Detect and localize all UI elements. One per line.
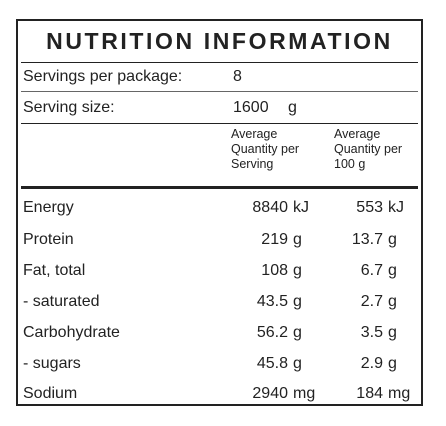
nutrient-name-fat-total: Fat, total xyxy=(23,262,86,279)
sodium-per-serving: 2940 xyxy=(252,385,288,402)
nutrient-name-protein: Protein xyxy=(23,231,74,248)
protein-per-100g-unit: g xyxy=(388,231,397,248)
serving-size-value: 1600 xyxy=(233,99,269,116)
carbohydrate-per-100g: 3.5 xyxy=(360,324,383,341)
serving-size-divider xyxy=(21,123,418,124)
energy-per-serving: 8840 xyxy=(252,199,288,216)
sugars-per-100g: 2.9 xyxy=(360,355,383,372)
saturated-per-serving: 43.5 xyxy=(256,293,288,310)
per-100g-header: Average Quantity per 100 g xyxy=(334,127,403,171)
header-divider xyxy=(21,186,418,189)
fat-total-per-serving-unit: g xyxy=(293,262,302,279)
nutrient-name-sodium: Sodium xyxy=(23,385,78,402)
sugars-per-serving-unit: g xyxy=(293,355,302,372)
carbohydrate-per-100g-unit: g xyxy=(388,324,397,341)
sugars-per-100g-unit: g xyxy=(388,355,397,372)
protein-per-serving-unit: g xyxy=(293,231,302,248)
servings-divider xyxy=(21,91,418,92)
sugars-per-serving: 45.8 xyxy=(256,355,288,372)
energy-per-serving-unit: kJ xyxy=(293,199,309,216)
nutrient-name-sugars: - sugars xyxy=(23,355,81,372)
nutrition-panel: NUTRITION INFORMATION Servings per packa… xyxy=(16,19,423,406)
fat-total-per-serving: 108 xyxy=(261,262,288,279)
saturated-per-serving-unit: g xyxy=(293,293,302,310)
title-divider xyxy=(21,62,418,63)
carbohydrate-per-serving: 56.2 xyxy=(256,324,288,341)
protein-per-100g: 13.7 xyxy=(351,231,383,248)
sodium-per-100g: 184 xyxy=(356,385,383,402)
panel-title: NUTRITION INFORMATION xyxy=(46,28,393,54)
sodium-per-100g-unit: mg xyxy=(388,385,411,402)
per-serving-header: Average Quantity per Serving xyxy=(231,127,300,171)
protein-per-serving: 219 xyxy=(261,231,288,248)
carbohydrate-per-serving-unit: g xyxy=(293,324,302,341)
servings-value: 8 xyxy=(233,68,242,85)
serving-size-label: Serving size: xyxy=(23,99,115,116)
energy-per-100g: 553 xyxy=(356,199,383,216)
nutrient-name-saturated: - saturated xyxy=(23,293,100,310)
serving-size-unit: g xyxy=(288,99,297,116)
sodium-per-serving-unit: mg xyxy=(293,385,316,402)
saturated-per-100g-unit: g xyxy=(388,293,397,310)
saturated-per-100g: 2.7 xyxy=(360,293,383,310)
nutrient-name-energy: Energy xyxy=(23,199,74,216)
servings-label: Servings per package: xyxy=(23,68,183,85)
nutrient-name-carbohydrate: Carbohydrate xyxy=(23,324,120,341)
fat-total-per-100g-unit: g xyxy=(388,262,397,279)
fat-total-per-100g: 6.7 xyxy=(360,262,383,279)
energy-per-100g-unit: kJ xyxy=(388,199,404,216)
